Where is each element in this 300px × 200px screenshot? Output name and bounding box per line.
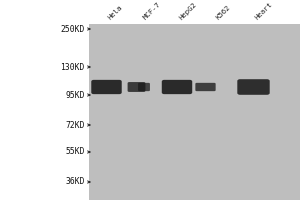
Text: HepG2: HepG2 xyxy=(178,1,198,21)
Text: 36KD: 36KD xyxy=(65,178,85,186)
Text: Heart: Heart xyxy=(254,1,273,21)
Text: 130KD: 130KD xyxy=(61,62,85,72)
Text: 55KD: 55KD xyxy=(65,148,85,156)
FancyBboxPatch shape xyxy=(138,83,150,91)
Text: 250KD: 250KD xyxy=(61,24,85,33)
Text: K562: K562 xyxy=(214,4,231,21)
FancyBboxPatch shape xyxy=(162,80,192,94)
Text: 95KD: 95KD xyxy=(65,90,85,99)
Text: MCF-7: MCF-7 xyxy=(142,1,162,21)
FancyBboxPatch shape xyxy=(195,83,216,91)
FancyBboxPatch shape xyxy=(128,82,146,92)
Text: Hela: Hela xyxy=(106,4,123,21)
FancyBboxPatch shape xyxy=(91,80,122,94)
Text: 72KD: 72KD xyxy=(65,120,85,130)
Bar xyxy=(88,24,300,200)
FancyBboxPatch shape xyxy=(237,79,270,95)
